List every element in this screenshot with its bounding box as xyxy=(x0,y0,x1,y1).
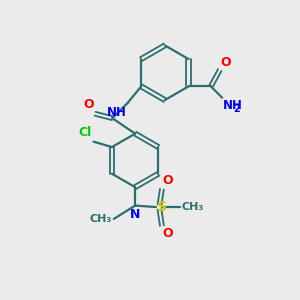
Text: NH: NH xyxy=(106,106,126,119)
Text: S: S xyxy=(157,200,167,214)
Text: N: N xyxy=(130,208,140,221)
Text: CH₃: CH₃ xyxy=(90,214,112,224)
Text: O: O xyxy=(163,227,173,240)
Text: O: O xyxy=(220,56,231,69)
Text: O: O xyxy=(163,174,173,188)
Text: 2: 2 xyxy=(233,104,240,114)
Text: CH₃: CH₃ xyxy=(181,202,203,212)
Text: Cl: Cl xyxy=(79,126,92,139)
Text: NH: NH xyxy=(223,99,243,112)
Text: O: O xyxy=(83,98,94,111)
